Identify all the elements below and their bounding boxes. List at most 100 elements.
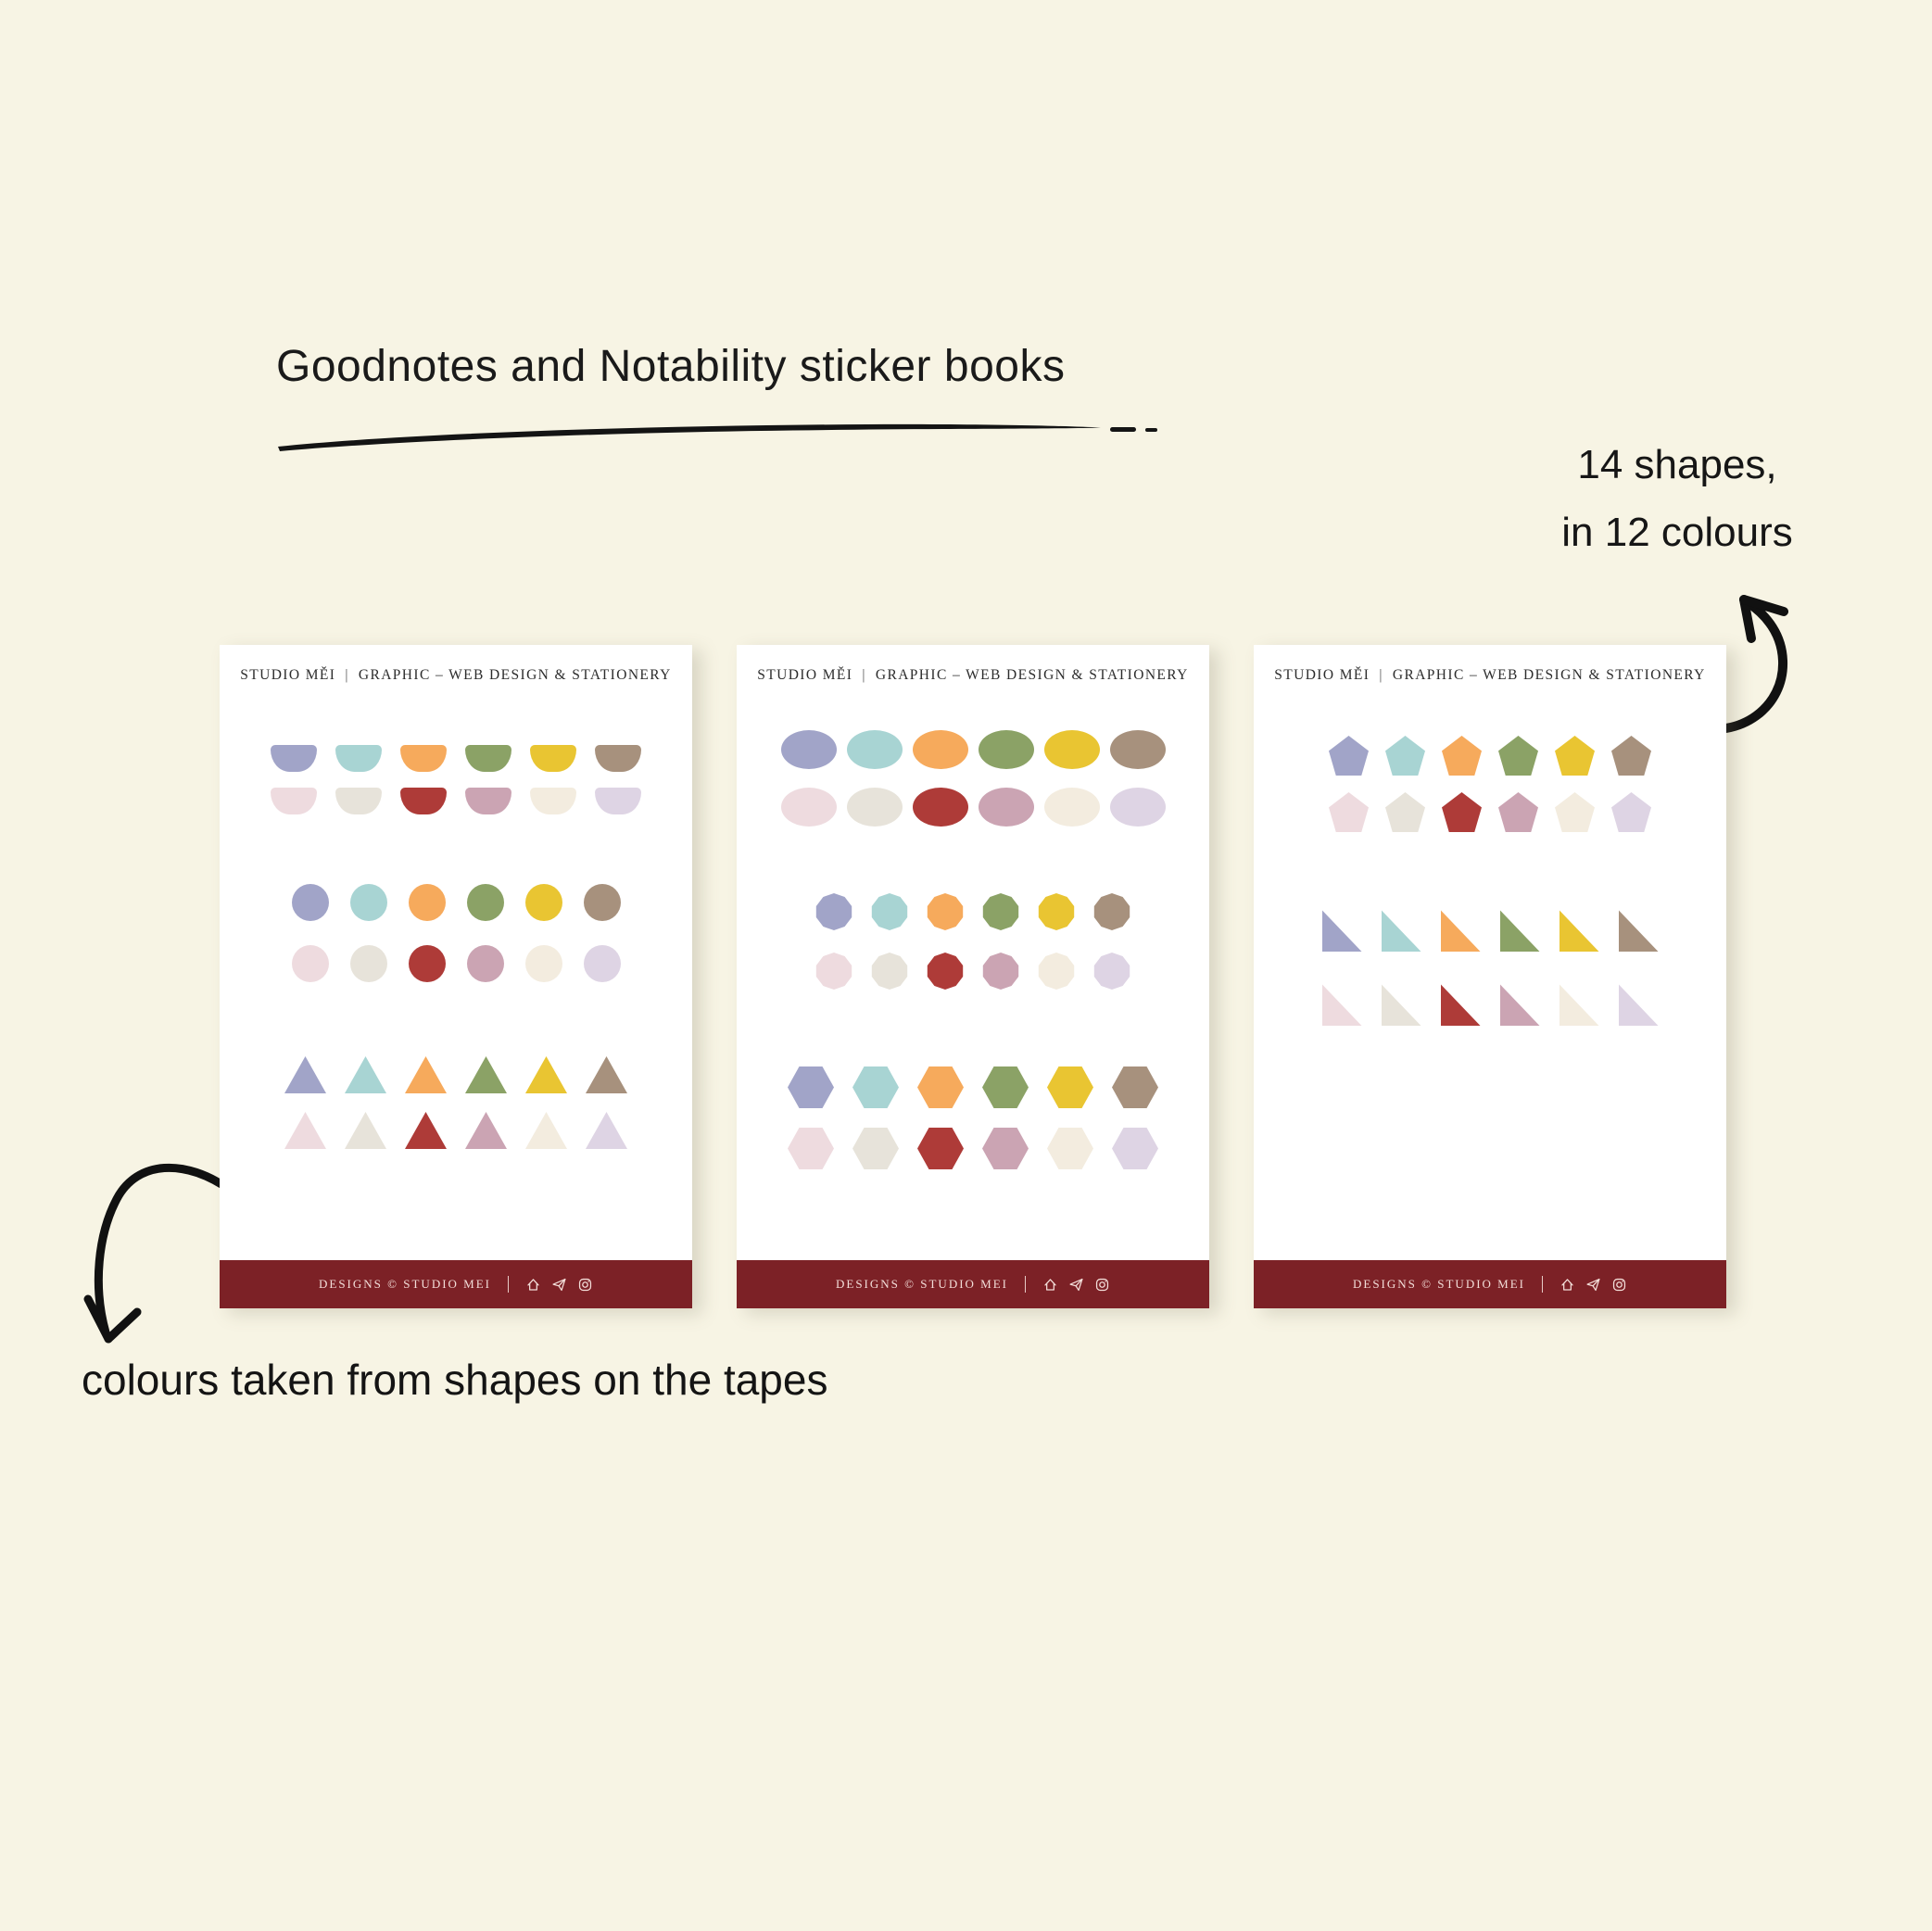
- sticker-sheet-card: STUDIO MĚI | GRAPHIC – WEB DESIGN & STATIO…: [220, 645, 692, 1308]
- blush-pentagon-sticker: [1329, 792, 1369, 832]
- cream-decagon-sticker: [1038, 953, 1075, 990]
- footer-divider: [508, 1276, 509, 1293]
- stone-right-triangle-sticker: [1381, 984, 1421, 1026]
- stone-triangle-sticker: [345, 1112, 386, 1149]
- taupe-triangle-sticker: [586, 1056, 627, 1093]
- footer-divider: [1542, 1276, 1543, 1293]
- taupe-right-triangle-sticker: [1618, 910, 1659, 952]
- triangle-sticker-grid: [220, 1056, 692, 1149]
- footer-divider: [1025, 1276, 1026, 1293]
- lilac-circle-sticker: [583, 945, 621, 982]
- header-divider: |: [862, 667, 866, 683]
- lilac-hexagon-sticker: [1112, 1128, 1158, 1169]
- brick-arch-sticker: [400, 788, 447, 814]
- copyright-text: DESIGNS © STUDIO MEI: [318, 1277, 491, 1291]
- annotation-line-2: in 12 colours: [1561, 509, 1793, 555]
- olive-arch-sticker: [465, 745, 511, 772]
- triangle-row: [220, 1112, 692, 1149]
- sheet-header: STUDIO MĚI | GRAPHIC – WEB DESIGN & STATIO…: [737, 667, 1209, 684]
- blush-hexagon-sticker: [788, 1128, 834, 1169]
- sticker-sheet-card: STUDIO MĚI | GRAPHIC – WEB DESIGN & STATIO…: [1254, 645, 1726, 1308]
- brick-oval-sticker: [912, 788, 968, 827]
- instagram-icon: [578, 1278, 592, 1291]
- stone-decagon-sticker: [871, 953, 908, 990]
- olive-pentagon-sticker: [1498, 736, 1538, 776]
- taupe-oval-sticker: [1109, 730, 1166, 769]
- yellow-triangle-sticker: [525, 1056, 567, 1093]
- mauve-oval-sticker: [978, 788, 1034, 827]
- decagon-row: [737, 893, 1209, 930]
- yellow-circle-sticker: [524, 884, 562, 921]
- lilac-triangle-sticker: [586, 1112, 627, 1149]
- blush-right-triangle-sticker: [1321, 984, 1362, 1026]
- sheet-body: [1254, 645, 1726, 1308]
- oval-row: [737, 730, 1209, 769]
- sheet-body: [737, 645, 1209, 1308]
- brick-circle-sticker: [408, 945, 446, 982]
- stone-oval-sticker: [846, 788, 903, 827]
- cream-triangle-sticker: [525, 1112, 567, 1149]
- copyright-text: DESIGNS © STUDIO MEI: [835, 1277, 1008, 1291]
- brand-name: STUDIO MĚI: [240, 667, 336, 683]
- curved-arrow-down-icon: [83, 1163, 234, 1344]
- circle-sticker-grid: [220, 884, 692, 982]
- sheet-header: STUDIO MĚI | GRAPHIC – WEB DESIGN & STATIO…: [1254, 667, 1726, 684]
- pentagon-row: [1254, 736, 1726, 776]
- lilac-arch-sticker: [595, 788, 641, 814]
- blush-oval-sticker: [780, 788, 837, 827]
- annotation-shapes-count: 14 shapes, in 12 colours: [1501, 432, 1853, 566]
- home-icon: [527, 1278, 539, 1291]
- yellow-right-triangle-sticker: [1559, 910, 1599, 952]
- brick-decagon-sticker: [927, 953, 964, 990]
- aqua-triangle-sticker: [345, 1056, 386, 1093]
- right-triangle-row: [1254, 984, 1726, 1026]
- brand-tagline: GRAPHIC – WEB DESIGN & STATIONERY: [358, 667, 672, 683]
- header-divider: |: [1379, 667, 1383, 683]
- right-triangle-sticker-grid: [1254, 910, 1726, 1026]
- aqua-oval-sticker: [846, 730, 903, 769]
- footer-icons: [1559, 1277, 1627, 1293]
- taupe-hexagon-sticker: [1112, 1066, 1158, 1108]
- mauve-pentagon-sticker: [1498, 792, 1538, 832]
- olive-right-triangle-sticker: [1499, 910, 1540, 952]
- annotation-colour-source: colours taken from shapes on the tapes: [82, 1356, 828, 1404]
- cream-pentagon-sticker: [1555, 792, 1595, 832]
- mauve-decagon-sticker: [982, 953, 1019, 990]
- send-icon: [552, 1278, 566, 1291]
- footer-icons: [1042, 1277, 1110, 1293]
- orange-oval-sticker: [912, 730, 968, 769]
- cream-arch-sticker: [530, 788, 576, 814]
- sheet-footer-bar: DESIGNS © STUDIO MEI: [737, 1260, 1209, 1308]
- hexagon-row: [737, 1128, 1209, 1169]
- orange-circle-sticker: [408, 884, 446, 921]
- pentagon-sticker-grid: [1254, 736, 1726, 832]
- aqua-arch-sticker: [335, 745, 382, 772]
- brand-tagline: GRAPHIC – WEB DESIGN & STATIONERY: [1392, 667, 1706, 683]
- mauve-triangle-sticker: [465, 1112, 507, 1149]
- yellow-pentagon-sticker: [1555, 736, 1595, 776]
- decagon-row: [737, 953, 1209, 990]
- orange-hexagon-sticker: [917, 1066, 964, 1108]
- brand-tagline: GRAPHIC – WEB DESIGN & STATIONERY: [875, 667, 1189, 683]
- header-divider: |: [345, 667, 349, 683]
- olive-oval-sticker: [978, 730, 1034, 769]
- periwinkle-right-triangle-sticker: [1321, 910, 1362, 952]
- blush-circle-sticker: [291, 945, 329, 982]
- yellow-arch-sticker: [530, 745, 576, 772]
- olive-triangle-sticker: [465, 1056, 507, 1093]
- blush-decagon-sticker: [815, 953, 852, 990]
- arch-row: [220, 788, 692, 814]
- page-title: Goodnotes and Notability sticker books: [276, 342, 1066, 391]
- lilac-decagon-sticker: [1093, 953, 1130, 990]
- cream-hexagon-sticker: [1047, 1128, 1093, 1169]
- lilac-right-triangle-sticker: [1618, 984, 1659, 1026]
- brick-pentagon-sticker: [1442, 792, 1482, 832]
- brand-name: STUDIO MĚI: [757, 667, 853, 683]
- copyright-text: DESIGNS © STUDIO MEI: [1352, 1277, 1525, 1291]
- stone-hexagon-sticker: [852, 1128, 899, 1169]
- instagram-icon: [1095, 1278, 1109, 1291]
- stone-circle-sticker: [349, 945, 387, 982]
- home-icon: [1044, 1278, 1056, 1291]
- yellow-oval-sticker: [1043, 730, 1100, 769]
- periwinkle-circle-sticker: [291, 884, 329, 921]
